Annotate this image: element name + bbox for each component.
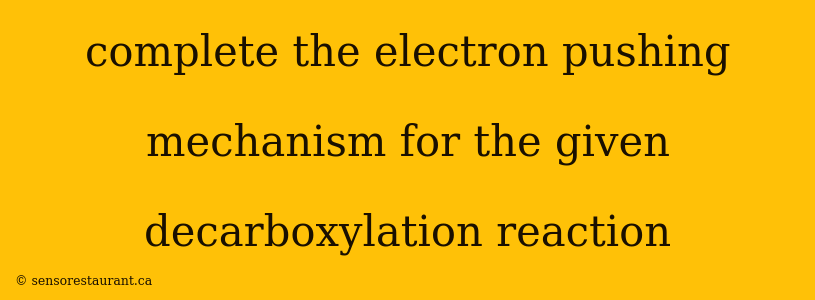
Text: mechanism for the given: mechanism for the given [146, 123, 669, 165]
Text: decarboxylation reaction: decarboxylation reaction [144, 213, 671, 255]
Text: © sensorestaurant.ca: © sensorestaurant.ca [15, 275, 152, 288]
Text: complete the electron pushing: complete the electron pushing [85, 33, 730, 75]
